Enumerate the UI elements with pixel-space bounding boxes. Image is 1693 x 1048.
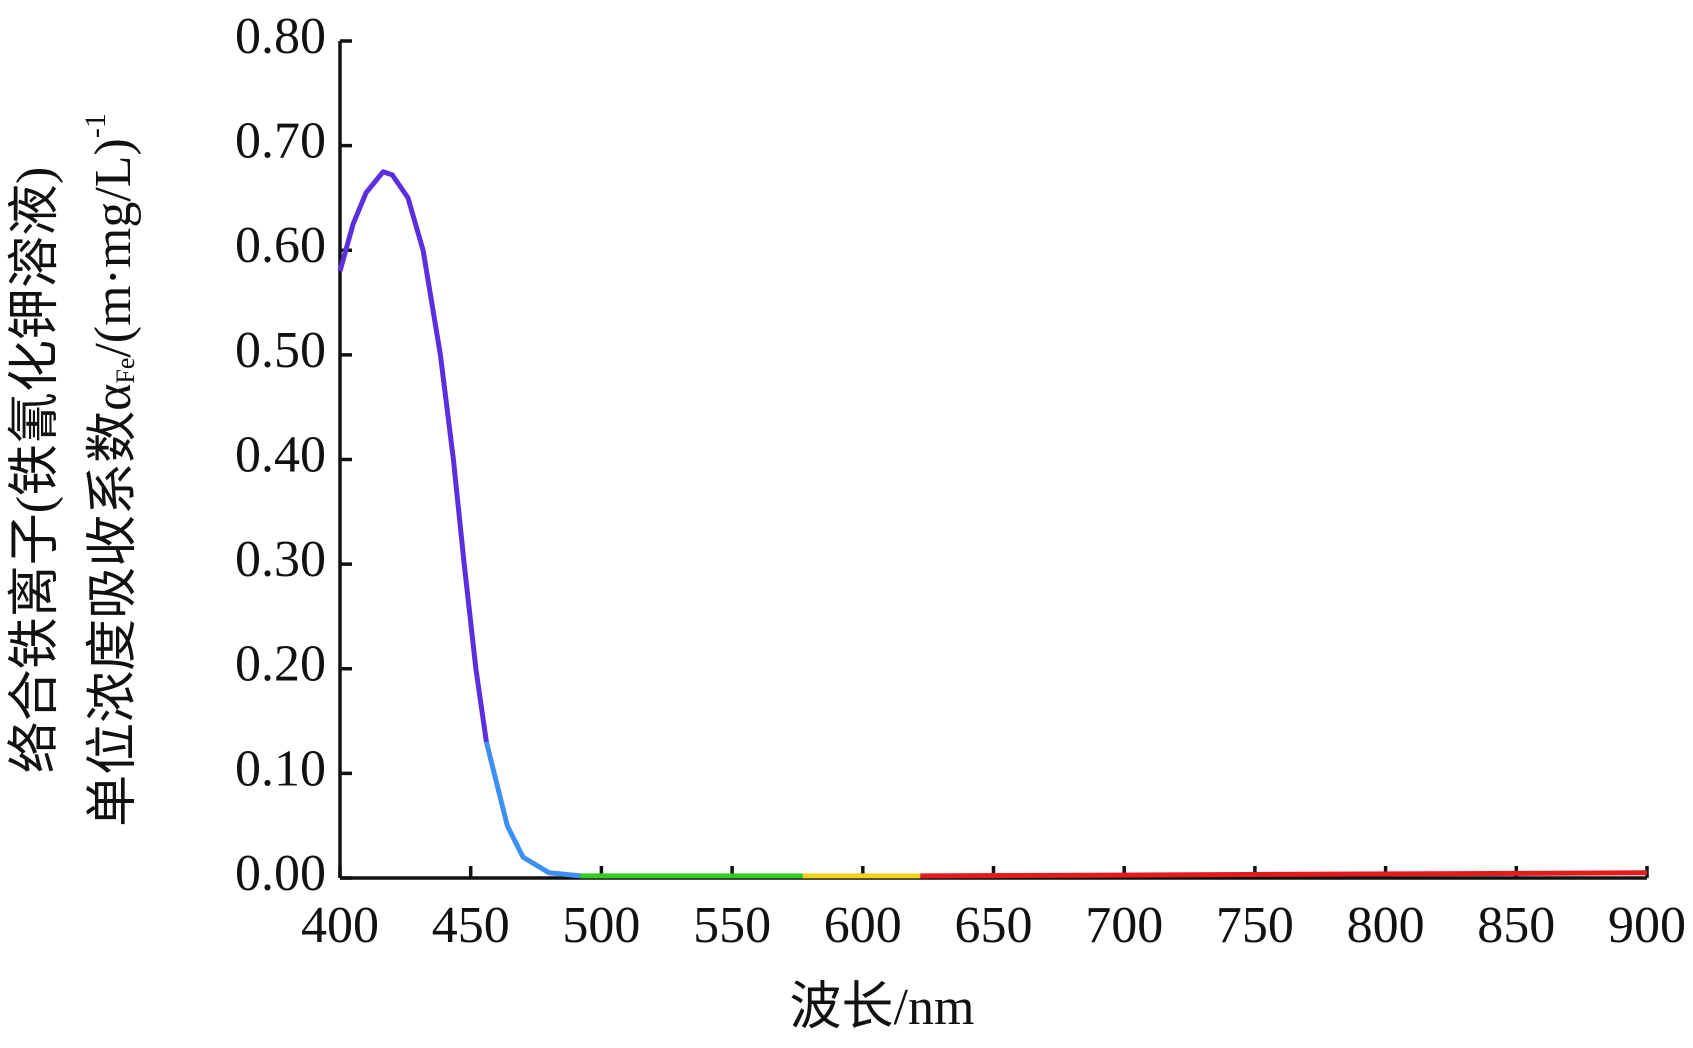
x-tick-label: 400 [301, 897, 379, 954]
y-tick-label: 0.10 [235, 740, 326, 797]
x-tick-label: 550 [693, 897, 771, 954]
y-tick-label: 0.40 [235, 426, 326, 483]
x-axis-label: 波长/nm [790, 979, 975, 1036]
y-axis-label: 单位浓度吸收系数αFe/(m·mg/L)-1 [79, 113, 142, 827]
series-line [920, 870, 1648, 879]
y-tick-label: 0.50 [235, 322, 326, 379]
x-tick-label: 750 [1216, 897, 1294, 954]
series-line [337, 169, 489, 743]
y-tick-label: 0.20 [235, 636, 326, 693]
y-tick-label: 0.00 [235, 845, 326, 902]
x-tick-label: 700 [1085, 897, 1163, 954]
series-line [483, 741, 581, 879]
y-tick-label: 0.70 [235, 113, 326, 170]
x-tick-label: 650 [955, 897, 1033, 954]
x-tick-label: 500 [562, 897, 640, 954]
x-tick-label: 600 [824, 897, 902, 954]
y-tick-label: 0.80 [235, 8, 326, 65]
y-label-main: 单位浓度吸收系数α [85, 384, 142, 827]
y-tick-label: 0.30 [235, 531, 326, 588]
x-tick-label: 450 [432, 897, 510, 954]
x-tick-label: 900 [1608, 897, 1686, 954]
y-axis-label: 络合铁离子(铁氰化钾溶液) [7, 167, 64, 774]
y-tick-label: 0.60 [235, 217, 326, 274]
x-tick-label: 800 [1347, 897, 1425, 954]
x-tick-label: 850 [1477, 897, 1555, 954]
y-label-sub: Fe [111, 358, 140, 384]
y-label-rest: /(m·mg/L) [85, 138, 142, 358]
y-label-sup: -1 [79, 113, 112, 138]
